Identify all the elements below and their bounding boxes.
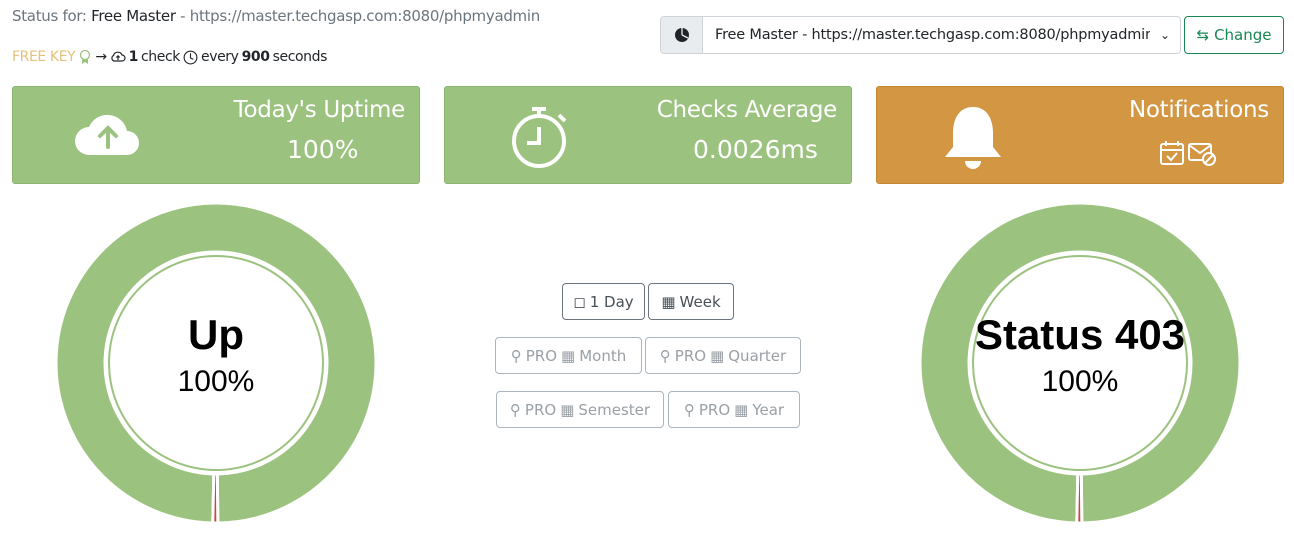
checks-average-card: Checks Average 0.0026ms (444, 86, 852, 184)
uptime-title: Today's Uptime (233, 97, 406, 123)
award-icon: ⚲ (510, 346, 522, 365)
period-month-button[interactable]: ⚲ PRO ▦ Month (495, 337, 642, 374)
chevron-down-icon: ⌄ (1159, 28, 1171, 42)
envelope-slash-icon[interactable] (1188, 142, 1216, 166)
stopwatch-icon (512, 107, 567, 168)
clock-icon (183, 50, 198, 64)
donut-center (108, 255, 324, 471)
period-label: Year (752, 400, 785, 419)
cloud-upload-icon (111, 51, 126, 62)
award-icon: ⚲ (683, 400, 695, 419)
check-count: 1 (128, 49, 139, 65)
award-icon (80, 49, 91, 64)
period-label: Month (579, 346, 627, 365)
period-quarter-button[interactable]: ⚲ PRO ▦ Quarter (645, 337, 801, 374)
period-week-button[interactable]: ▦ Week (648, 283, 734, 320)
free-key-label: FREE KEY (12, 49, 76, 65)
key-line: FREE KEY → 1 check every 900 seconds (12, 49, 327, 65)
calendar-icon: ▦ (734, 400, 749, 419)
status-line: Status for: Free Master - https://master… (12, 7, 540, 25)
donut-percent: 100% (177, 365, 255, 398)
checks-average-title: Checks Average (656, 97, 838, 123)
change-label: Change (1214, 26, 1272, 44)
calendar-week-icon: ▦ (661, 292, 676, 311)
every-label: every (201, 49, 239, 65)
pro-label: PRO (525, 346, 558, 365)
checks-average-value: 0.0026ms (693, 135, 818, 164)
arrow: → (95, 49, 107, 65)
period-label: Week (679, 292, 721, 311)
notifications-title: Notifications (1128, 97, 1269, 123)
notifications-card[interactable]: Notifications (876, 86, 1284, 184)
uptime-card: Today's Uptime 100% (12, 86, 420, 184)
calendar-check-icon[interactable] (1159, 140, 1185, 166)
swap-arrows-icon: ⇆ (1196, 26, 1210, 44)
change-button[interactable]: ⇆ Change (1184, 16, 1284, 54)
uptime-donut-chart (54, 201, 378, 525)
period-1-day-button[interactable]: ◻ 1 Day (562, 283, 645, 320)
award-icon: ⚲ (659, 346, 671, 365)
interval-unit: seconds (272, 49, 328, 65)
check-label: check (141, 49, 180, 65)
calendar-icon: ▦ (710, 346, 725, 365)
period-semester-button[interactable]: ⚲ PRO ▦ Semester (496, 391, 664, 428)
monitor-url: https://master.techgasp.com:8080/phpmyad… (189, 7, 541, 25)
bell-icon (945, 107, 1001, 169)
uptime-donut: Up 100% (54, 201, 378, 525)
monitor-name: Free Master (91, 7, 176, 25)
cloud-upload-icon (75, 114, 139, 155)
period-year-button[interactable]: ⚲ PRO ▦ Year (668, 391, 800, 428)
status-prefix: Status for: (12, 7, 87, 25)
donut-up-slice (918, 201, 1242, 525)
status-donut-chart (918, 201, 1242, 525)
period-label: 1 Day (589, 292, 634, 311)
donut-down-slice (211, 472, 220, 525)
status-donut: Status 403 100% (918, 201, 1242, 525)
calendar-icon: ▦ (561, 346, 576, 365)
period-label: Quarter (728, 346, 787, 365)
donut-down-slice (1075, 472, 1084, 525)
monitor-select[interactable]: Free Master - https://master.techgasp.co… (660, 16, 1181, 54)
pro-label: PRO (674, 346, 707, 365)
monitor-select-value[interactable]: Free Master - https://master.techgasp.co… (715, 27, 1150, 43)
donut-center (972, 255, 1188, 471)
calendar-icon: ◻ (573, 292, 586, 311)
pro-label: PRO (698, 400, 731, 419)
interval-value: 900 (241, 49, 270, 65)
award-icon: ⚲ (509, 400, 521, 419)
donut-label: Status 403 (974, 311, 1186, 358)
period-label: Semester (578, 400, 651, 419)
calendar-icon: ▦ (560, 400, 575, 419)
donut-percent: 100% (1041, 365, 1119, 398)
uptime-value: 100% (287, 135, 359, 164)
pro-label: PRO (524, 400, 557, 419)
donut-up-slice (54, 201, 378, 525)
donut-label: Up (188, 311, 244, 358)
pie-chart-icon (661, 17, 703, 53)
separator: - (180, 7, 186, 25)
